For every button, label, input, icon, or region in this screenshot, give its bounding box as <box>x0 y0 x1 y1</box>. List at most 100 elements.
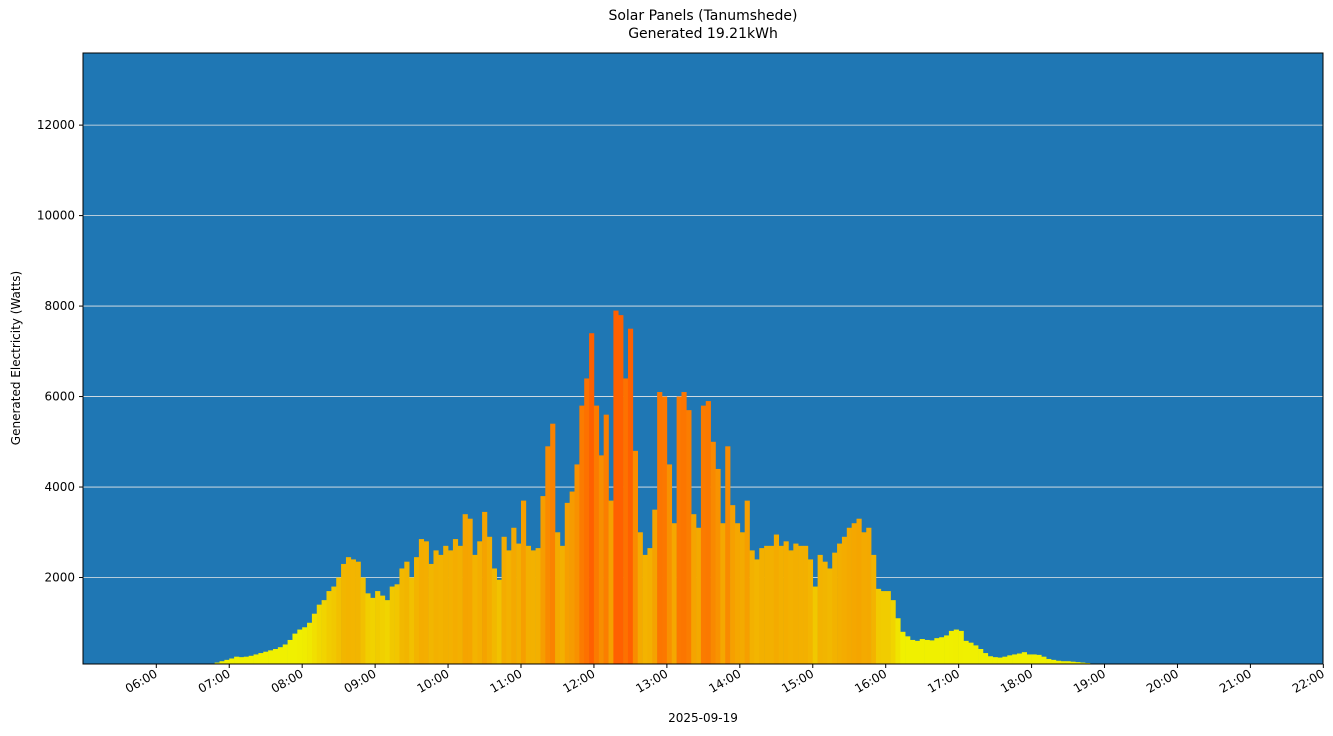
bar <box>875 588 882 664</box>
chart-title: Solar Panels (Tanumshede) <box>608 8 798 24</box>
bar <box>525 545 532 664</box>
bar <box>618 315 624 664</box>
bar <box>238 657 245 664</box>
bar <box>365 593 371 664</box>
y-tick-label: 8000 <box>44 299 75 313</box>
bar <box>462 514 468 664</box>
x-tick-label: 07:00 <box>196 666 233 695</box>
bar <box>263 651 269 664</box>
bar <box>569 491 575 664</box>
bar <box>506 550 512 664</box>
bar <box>788 550 794 664</box>
x-tick-label: 06:00 <box>123 666 160 695</box>
bar <box>1065 661 1071 664</box>
bar <box>360 577 366 664</box>
bar <box>929 640 935 664</box>
bar <box>978 649 984 664</box>
bar <box>803 545 809 664</box>
bar <box>433 550 439 664</box>
bar <box>229 658 235 664</box>
bar <box>608 500 614 664</box>
bar <box>744 500 750 664</box>
x-tick-label: 10:00 <box>415 666 452 695</box>
bar <box>467 518 473 664</box>
x-tick-label: 08:00 <box>269 666 306 695</box>
bar <box>243 656 249 664</box>
bar <box>253 654 259 664</box>
bar <box>773 534 780 664</box>
bar <box>1070 661 1076 664</box>
bar <box>404 561 410 664</box>
bar <box>297 629 303 664</box>
bar <box>973 645 979 664</box>
bar <box>574 464 580 664</box>
bar <box>778 545 784 664</box>
bar <box>326 591 332 664</box>
bar <box>336 577 342 664</box>
bar <box>793 543 799 664</box>
bar <box>822 561 828 664</box>
bar <box>292 633 298 664</box>
bar <box>817 554 823 664</box>
bar <box>307 622 313 664</box>
bar <box>807 559 814 664</box>
x-tick-label: 19:00 <box>1071 666 1108 695</box>
bar <box>900 631 906 664</box>
bar <box>958 630 964 664</box>
bar <box>273 649 279 664</box>
bar <box>1060 661 1066 664</box>
bar <box>725 446 731 664</box>
bar <box>287 639 293 664</box>
y-tick-label: 6000 <box>44 390 75 404</box>
bar <box>939 637 945 664</box>
bar <box>1055 660 1062 664</box>
bar <box>905 636 911 664</box>
x-tick-label: 15:00 <box>779 666 816 695</box>
bar <box>846 527 852 664</box>
bar <box>389 586 395 664</box>
bar <box>992 657 998 664</box>
bar <box>423 541 429 664</box>
x-tick-label: 18:00 <box>998 666 1035 695</box>
bar <box>1041 656 1047 664</box>
bar <box>880 591 886 664</box>
bar <box>890 600 896 664</box>
bar <box>521 500 527 664</box>
bar <box>248 655 254 664</box>
bar <box>1046 658 1052 664</box>
bar <box>598 455 604 664</box>
bar <box>477 541 483 664</box>
bar <box>418 539 425 664</box>
bar <box>384 600 391 664</box>
bar <box>438 554 444 664</box>
bar <box>734 523 741 664</box>
bar <box>1007 655 1013 664</box>
bar <box>1051 659 1057 664</box>
bar <box>924 639 930 664</box>
bar <box>1016 653 1023 664</box>
bar <box>355 561 361 664</box>
bar <box>414 557 420 664</box>
bar <box>593 405 600 664</box>
x-tick-label: 11:00 <box>488 666 525 695</box>
bar <box>277 647 284 664</box>
bar <box>350 559 356 664</box>
bar <box>482 511 488 664</box>
bar <box>472 554 478 664</box>
x-tick-label: 21:00 <box>1217 666 1254 695</box>
x-tick-label: 22:00 <box>1290 666 1327 695</box>
bar <box>783 541 789 664</box>
x-axis: 06:00 07:00 08:00 09:00 10:00 11:00 12:00 13:00… <box>123 664 1327 696</box>
bar <box>370 597 376 664</box>
bar <box>851 523 857 664</box>
bar <box>642 554 648 664</box>
bar <box>895 618 901 664</box>
bar <box>798 545 804 664</box>
bar <box>559 545 566 664</box>
bar <box>987 656 993 664</box>
bar <box>486 536 493 664</box>
bar <box>632 450 638 664</box>
bar <box>511 527 517 664</box>
bar <box>837 543 843 664</box>
bar <box>550 423 556 664</box>
